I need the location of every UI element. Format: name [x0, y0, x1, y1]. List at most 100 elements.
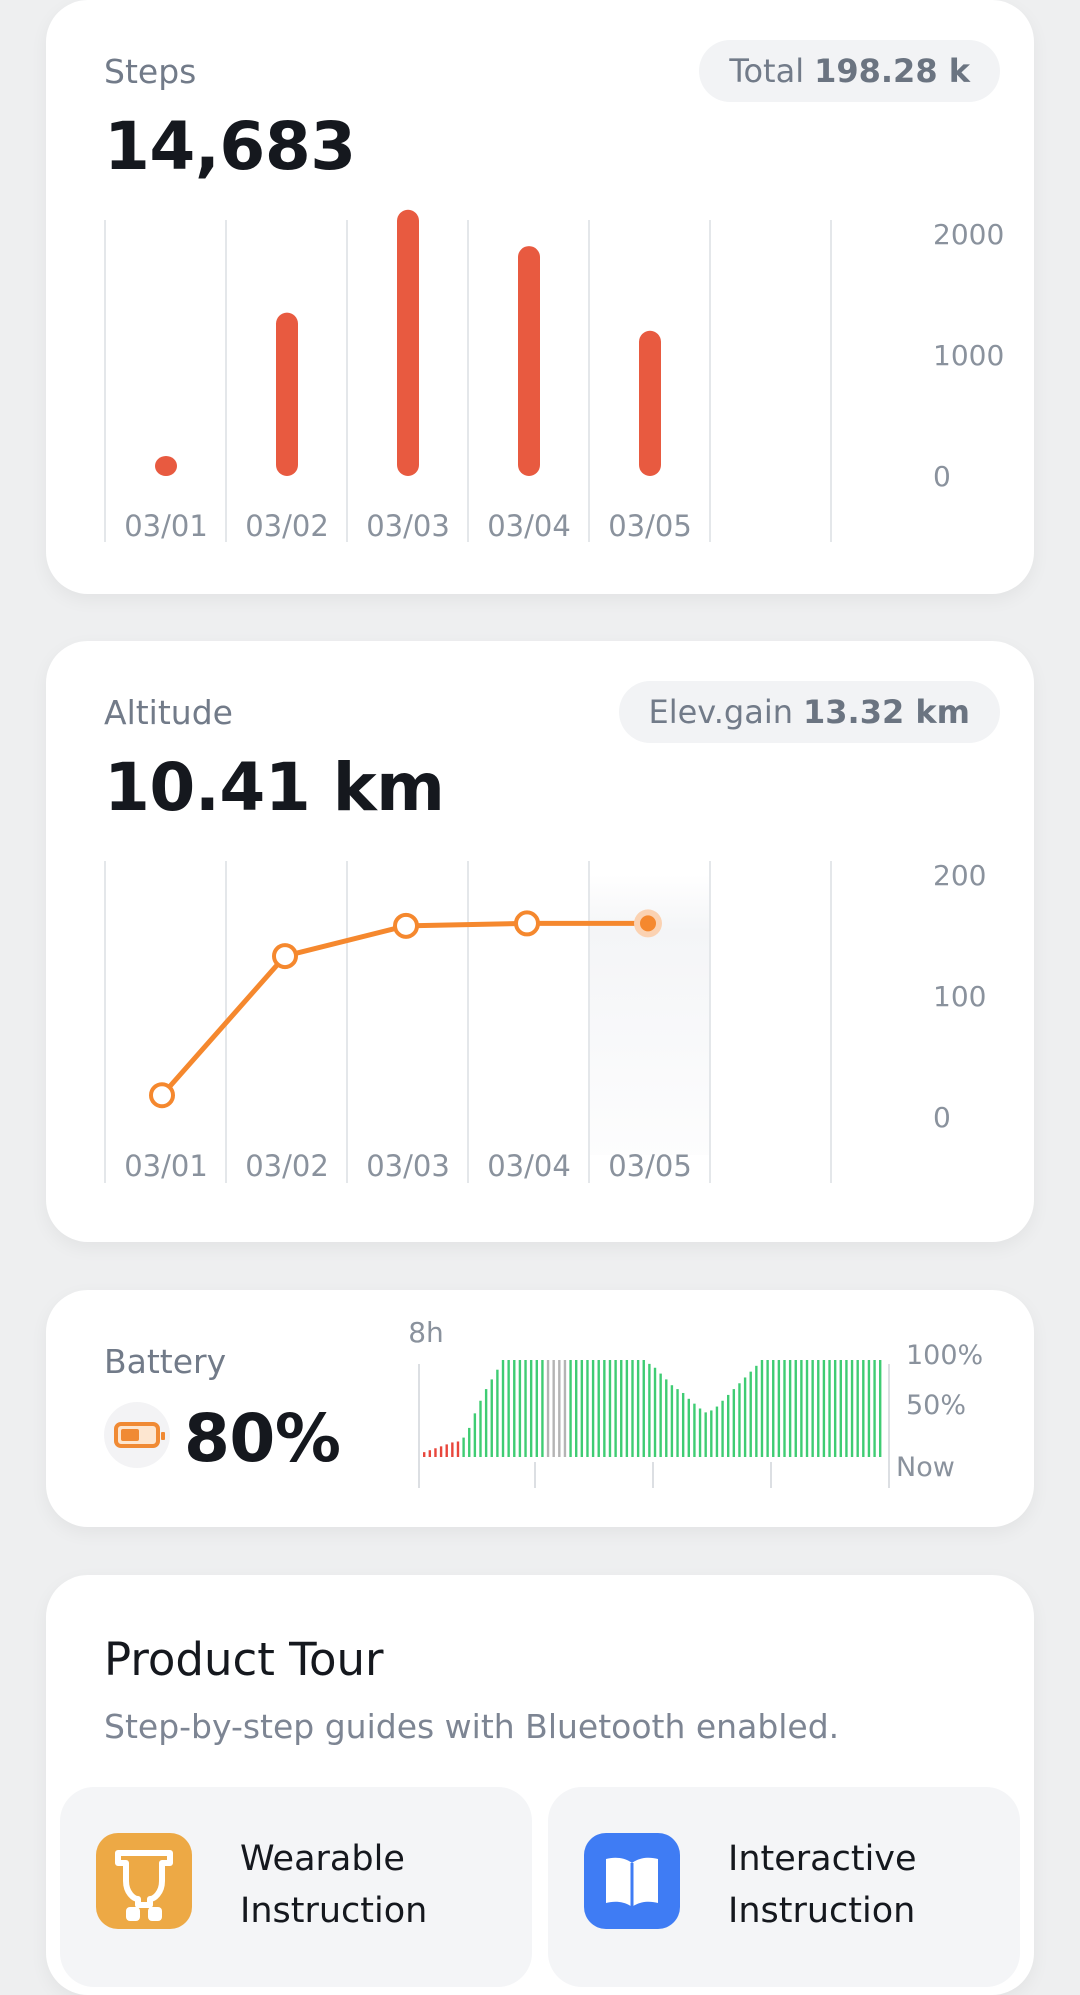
battery-bar: [727, 1394, 730, 1457]
altitude-point: [149, 1082, 175, 1109]
battery-bar: [636, 1360, 640, 1457]
battery-bar: [772, 1360, 775, 1457]
battery-bar: [620, 1360, 623, 1457]
y-tick-label: 100: [933, 980, 986, 1013]
battery-bar: [749, 1371, 752, 1457]
battery-bar: [743, 1377, 747, 1457]
battery-bar: [490, 1379, 493, 1457]
interactive-instruction-tile[interactable]: Interactive Instruction: [548, 1787, 1020, 1987]
product-tour-subtitle: Step-by-step guides with Bluetooth enabl…: [104, 1707, 840, 1746]
wearable-instruction-tile[interactable]: Wearable Instruction: [60, 1787, 532, 1987]
wearable-instruction-label: Wearable Instruction: [240, 1839, 428, 1931]
elevation-gain-pill: Elev.gain 13.32 km: [618, 681, 1000, 743]
battery-bar: [766, 1360, 769, 1457]
y-tick-label: 200: [933, 859, 986, 892]
steps-card[interactable]: Steps 14,683 Total 198.28 k 03/01 03/02 03…: [46, 0, 1034, 594]
battery-bar: [732, 1389, 736, 1457]
battery-bar: [665, 1379, 668, 1457]
altitude-point: [272, 943, 298, 970]
steps-bar: [639, 330, 661, 476]
battery-bar: [423, 1452, 426, 1457]
battery-bar: [625, 1360, 629, 1457]
y-tick-label: 0: [933, 1101, 951, 1134]
battery-bar: [484, 1389, 488, 1457]
x-tick-label: 03/03: [366, 1149, 450, 1183]
steps-bar: [518, 246, 540, 476]
battery-bar: [783, 1360, 786, 1457]
altitude-line: [160, 920, 648, 1097]
x-tick-label: 03/04: [487, 509, 571, 543]
battery-x-label-now: Now: [896, 1452, 955, 1483]
battery-bar: [631, 1360, 634, 1457]
battery-bar: [670, 1385, 674, 1457]
steps-total-label: Total: [729, 52, 805, 90]
battery-bar: [777, 1360, 781, 1457]
altitude-value: 10.41 km: [104, 749, 445, 826]
battery-bar: [569, 1360, 572, 1457]
battery-label: Battery: [104, 1342, 227, 1381]
battery-bar: [603, 1360, 606, 1457]
battery-value: 80%: [184, 1400, 341, 1477]
battery-bar: [529, 1360, 533, 1457]
battery-bar: [862, 1360, 865, 1457]
battery-bar: [828, 1360, 831, 1457]
battery-bar: [473, 1413, 477, 1457]
battery-bar: [867, 1360, 871, 1457]
battery-bar: [597, 1360, 600, 1457]
battery-bar: [586, 1360, 589, 1457]
battery-bar: [468, 1427, 471, 1457]
battery-bar: [676, 1389, 679, 1457]
steps-value: 14,683: [104, 108, 356, 185]
steps-chart: 03/01 03/02 03/03 03/04 03/05 0 1000 2000: [104, 209, 1004, 543]
battery-bar: [513, 1360, 516, 1457]
battery-bar: [873, 1360, 876, 1457]
x-tick-label: 03/01: [124, 509, 208, 543]
steps-total-pill: Total 198.28 k: [699, 40, 1000, 102]
battery-bar: [591, 1360, 595, 1457]
battery-bar: [687, 1398, 690, 1457]
battery-bar: [518, 1360, 522, 1457]
x-tick-label: 03/02: [245, 1149, 329, 1183]
battery-bar: [653, 1367, 657, 1457]
battery-bar: [710, 1410, 713, 1457]
altitude-chart: 03/01 03/02 03/03 03/04 03/05 0 100 200: [104, 859, 986, 1183]
battery-bar: [738, 1383, 741, 1457]
book-icon: [584, 1833, 680, 1929]
battery-bar: [833, 1360, 837, 1457]
battery-bar: [524, 1360, 527, 1457]
battery-bar: [822, 1360, 826, 1457]
battery-bar: [558, 1360, 561, 1457]
battery-bar: [501, 1360, 505, 1457]
battery-bar: [788, 1360, 792, 1457]
altitude-card[interactable]: Altitude 10.41 km Elev.gain 13.32 km 03/…: [46, 641, 1034, 1242]
battery-bar: [839, 1360, 842, 1457]
battery-bar: [445, 1444, 448, 1457]
battery-bar: [563, 1360, 567, 1457]
battery-bar: [439, 1446, 443, 1457]
steps-bar: [397, 209, 419, 477]
product-tour-title: Product Tour: [104, 1633, 384, 1686]
battery-bar: [715, 1406, 719, 1457]
battery-bar: [614, 1360, 617, 1457]
battery-icon: [104, 1402, 170, 1468]
battery-bar: [879, 1360, 882, 1457]
battery-bar: [462, 1437, 465, 1457]
battery-bar: [760, 1360, 764, 1457]
battery-bar: [817, 1360, 820, 1457]
battery-chart: 8h 100% 50% Now: [408, 1316, 983, 1488]
battery-bar: [507, 1360, 510, 1457]
battery-bar: [704, 1412, 707, 1457]
elevation-gain-label: Elev.gain: [648, 693, 794, 731]
wearable-icon: [96, 1833, 192, 1929]
steps-bar: [155, 456, 177, 476]
y-tick-label: 2000: [933, 218, 1004, 251]
product-tour-card: Product Tour Step-by-step guides with Bl…: [46, 1575, 1034, 1995]
elevation-gain-value: 13.32 km: [803, 693, 970, 731]
battery-axis-start-label: 8h: [408, 1316, 444, 1349]
altitude-point: [393, 912, 419, 939]
altitude-point: [514, 910, 540, 937]
battery-bar: [552, 1360, 555, 1457]
battery-card[interactable]: Battery 80% 8h 100% 50% Now: [46, 1290, 1034, 1527]
battery-bar: [659, 1373, 662, 1457]
battery-bar: [800, 1360, 803, 1457]
